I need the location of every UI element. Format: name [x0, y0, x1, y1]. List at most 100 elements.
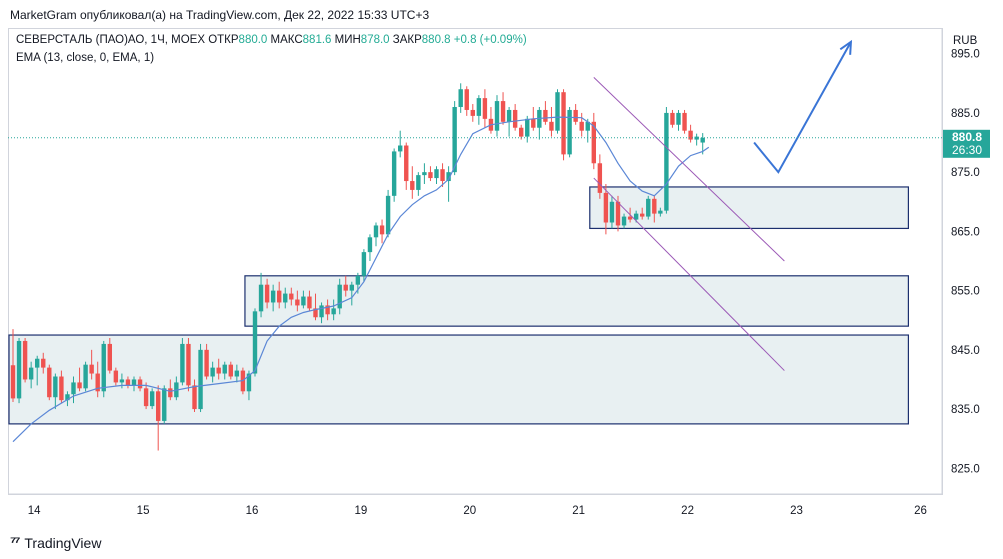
candle	[373, 222, 379, 247]
x-tick-label: 26	[914, 505, 927, 517]
footer: ⁷⁷ TradingView	[10, 534, 101, 551]
tradingview-logo-icon: ⁷⁷	[10, 534, 20, 551]
candle-body	[452, 107, 457, 173]
candle	[258, 272, 264, 318]
candle	[446, 166, 451, 202]
candle	[301, 290, 306, 309]
candle-body	[47, 367, 52, 398]
legend-close-label: ЗАКР	[392, 34, 422, 46]
x-tick-label: 20	[463, 505, 476, 517]
last-price-badge: 880.8 26:30	[943, 129, 990, 158]
candle-body	[373, 225, 379, 238]
legend-low: 878.0	[360, 34, 390, 46]
candle	[77, 367, 82, 392]
candle-body	[113, 370, 119, 383]
y-tick-label: 895.0	[951, 49, 980, 61]
candle-body	[210, 367, 215, 377]
projection-path	[753, 41, 852, 174]
candle	[567, 107, 572, 158]
candle	[494, 95, 500, 137]
candle-body	[71, 382, 76, 395]
candle	[391, 148, 397, 202]
candle	[228, 361, 233, 380]
arrow-head-icon	[839, 39, 853, 55]
candle	[59, 370, 64, 404]
candle	[694, 133, 699, 146]
candle	[452, 101, 457, 176]
support-zone-3	[589, 186, 909, 230]
support-zones	[8, 186, 910, 425]
candle	[234, 364, 240, 383]
candle-body	[434, 169, 439, 179]
candle	[682, 109, 687, 134]
candle	[277, 281, 282, 309]
candle-body	[270, 290, 276, 303]
candle	[537, 107, 542, 140]
ohlc-legend: СЕВЕРСТАЛЬ (ПАО)АО, 1Ч, MOEX ОТКР880.0 М…	[16, 34, 527, 46]
candle-body	[137, 379, 143, 389]
candle	[95, 361, 100, 398]
candle	[131, 376, 137, 392]
candle	[41, 352, 46, 374]
candle	[458, 83, 463, 113]
candle	[398, 130, 403, 158]
x-tick-label: 19	[354, 505, 367, 517]
candle-body	[585, 121, 590, 131]
candle	[464, 86, 469, 116]
candle-body	[53, 376, 58, 398]
candle	[35, 355, 40, 386]
candle-body	[22, 340, 28, 380]
candle	[573, 104, 578, 125]
candle-body	[609, 201, 615, 223]
candle	[210, 361, 215, 383]
candle-body	[633, 213, 639, 220]
candle	[289, 287, 294, 306]
candle	[89, 349, 94, 380]
candle	[367, 234, 373, 261]
candle-body	[543, 109, 548, 122]
legend-symbol: СЕВЕРСТАЛЬ (ПАО)АО, 1Ч, MOEX	[16, 34, 205, 46]
candle-body	[555, 92, 560, 131]
support-zone-2	[244, 275, 910, 327]
candle	[476, 95, 482, 125]
candle-body	[506, 109, 512, 122]
candle	[222, 361, 227, 380]
x-tick-label: 23	[790, 505, 803, 517]
candle	[640, 207, 645, 220]
candle	[500, 92, 506, 125]
candle-body	[664, 112, 669, 211]
candle-body	[416, 175, 421, 190]
x-tick-label: 15	[137, 505, 150, 517]
candle	[646, 195, 651, 220]
candle	[428, 166, 433, 182]
candle-body	[440, 169, 445, 182]
candle-body	[428, 172, 433, 179]
candle-body	[77, 382, 82, 389]
candle	[512, 104, 518, 131]
candle-body	[319, 305, 324, 318]
candle	[379, 219, 385, 244]
candle	[325, 299, 330, 321]
indicator-legend[interactable]: EMA (13, close, 0, EMA, 1)	[16, 52, 155, 64]
candle	[488, 107, 494, 134]
candle	[65, 391, 70, 407]
candle	[307, 290, 312, 312]
candle-body	[391, 151, 397, 196]
candle-body	[337, 284, 342, 309]
candle-body	[107, 343, 112, 371]
candle	[101, 340, 106, 398]
candle-body	[597, 163, 603, 193]
candle-body	[676, 112, 681, 125]
candle-body	[59, 376, 64, 401]
candle-body	[494, 101, 500, 131]
candle	[180, 338, 185, 386]
candle	[676, 109, 681, 131]
candle-body	[561, 92, 566, 155]
candle	[143, 382, 149, 410]
candle	[555, 89, 560, 134]
candle-body	[252, 311, 258, 374]
candle	[71, 376, 76, 404]
candle-body	[525, 118, 530, 137]
candle-body	[361, 252, 367, 276]
